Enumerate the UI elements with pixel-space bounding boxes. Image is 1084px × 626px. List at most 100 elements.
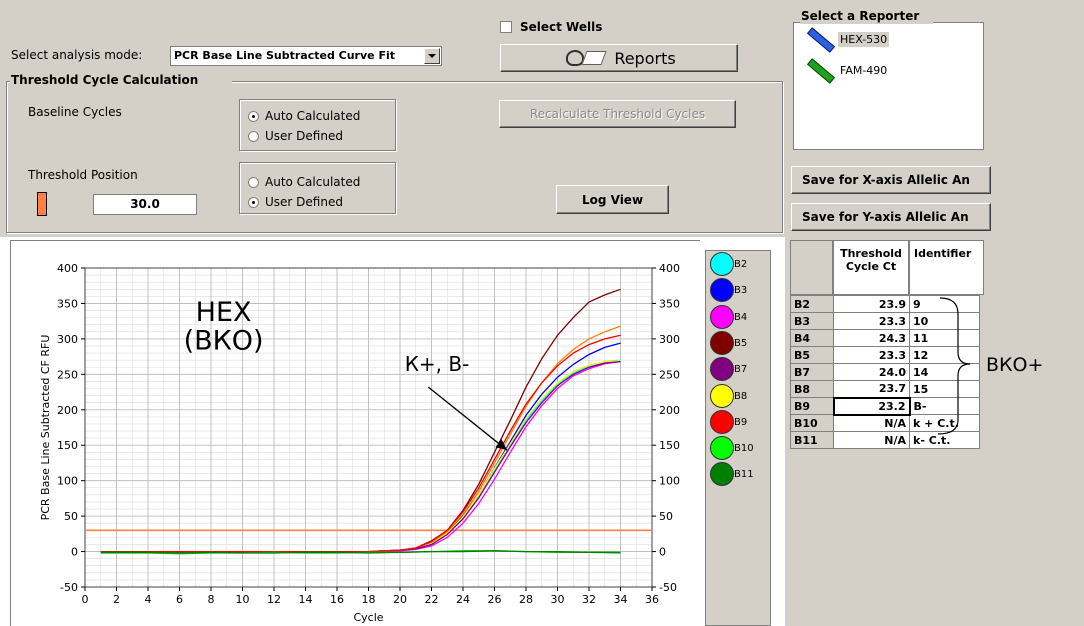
row-well: B3: [790, 312, 834, 330]
well-label: B9: [734, 416, 748, 428]
well-label: B8: [734, 390, 748, 402]
baseline-user-radio[interactable]: User Defined: [248, 129, 343, 143]
y-tick-label-right: 250: [659, 368, 680, 381]
well-label: B11: [734, 469, 754, 481]
row-ct[interactable]: 23.9: [833, 295, 910, 313]
row-ct[interactable]: 23.2: [832, 396, 911, 416]
well-b7-swatch[interactable]: [710, 357, 734, 382]
table-row[interactable]: B5 23.3 12: [790, 346, 980, 364]
dropdown-button[interactable]: [424, 48, 440, 64]
row-identifier[interactable]: k- C.t.: [909, 431, 980, 449]
y-tick-label: -50: [60, 581, 78, 594]
threshold-color-swatch[interactable]: [37, 192, 47, 216]
table-row[interactable]: B11 N/A k- C.t.: [790, 431, 980, 449]
row-identifier[interactable]: k + C.t.: [909, 414, 980, 432]
select-wells-label: Select Wells: [520, 20, 603, 34]
row-identifier[interactable]: 14: [909, 363, 980, 381]
table-row[interactable]: B4 24.3 11: [790, 329, 980, 347]
save-y-axis-button[interactable]: Save for Y-axis Allelic An: [791, 203, 991, 231]
well-b9-swatch[interactable]: [710, 409, 734, 434]
baseline-auto-radio[interactable]: Auto Calculated: [248, 109, 360, 123]
reporter-item-hex[interactable]: HEX-530: [806, 26, 890, 53]
row-well: B8: [790, 380, 834, 398]
log-view-button[interactable]: Log View: [556, 185, 669, 214]
x-tick-label: 0: [82, 593, 89, 606]
table-row[interactable]: B8 23.7 15: [790, 380, 980, 398]
well-b11-swatch[interactable]: [710, 462, 734, 487]
x-tick-label: 20: [393, 593, 407, 606]
series-line-9: [100, 550, 621, 554]
table-row[interactable]: B10 N/A k + C.t.: [790, 414, 980, 432]
threshold-auto-radio[interactable]: Auto Calculated: [248, 175, 360, 189]
annotation-arrow-line: [427, 386, 508, 451]
save-x-axis-button[interactable]: Save for X-axis Allelic An: [791, 166, 991, 194]
y-tick-label-right: 300: [659, 333, 680, 346]
row-well: B7: [790, 363, 834, 381]
threshold-calc-group: [6, 81, 783, 233]
reporter-item-fam[interactable]: FAM-490: [806, 57, 889, 84]
x-tick-label: 10: [236, 593, 250, 606]
well-b8-swatch[interactable]: [710, 383, 734, 408]
radio-label: Auto Calculated: [265, 175, 361, 189]
table-row[interactable]: B3 23.3 10: [790, 312, 980, 330]
x-tick-label: 8: [208, 593, 215, 606]
x-tick-label: 28: [519, 593, 533, 606]
y-tick-label: 0: [71, 546, 78, 559]
radio-label: Auto Calculated: [265, 109, 361, 123]
annotation-vko: (ВКО): [184, 326, 264, 357]
row-identifier[interactable]: 11: [909, 329, 980, 347]
checkbox-box[interactable]: [500, 21, 512, 33]
well-b10-swatch[interactable]: [710, 436, 734, 461]
table-row[interactable]: B7 24.0 14: [790, 363, 980, 381]
threshold-position-label: Threshold Position: [28, 168, 138, 182]
recalculate-button[interactable]: Recalculate Threshold Cycles: [499, 100, 736, 128]
x-tick-label: 4: [145, 593, 152, 606]
row-ct[interactable]: 24.3: [833, 329, 910, 347]
well-label: B4: [734, 311, 748, 323]
analysis-mode-select[interactable]: PCR Base Line Subtracted Curve Fit: [170, 46, 442, 66]
well-b2-swatch[interactable]: [710, 252, 734, 276]
radio-icon[interactable]: [248, 176, 259, 188]
y-tick-label-right: 350: [659, 297, 680, 310]
row-ct[interactable]: N/A: [833, 414, 910, 432]
y-tick-label-right: 400: [659, 262, 680, 275]
row-ct[interactable]: N/A: [833, 431, 910, 449]
radio-icon[interactable]: [248, 110, 259, 122]
x-tick-label: 24: [456, 593, 470, 606]
row-well: B11: [790, 431, 834, 449]
reporter-title-bg: [800, 10, 933, 24]
chevron-down-icon: [428, 54, 436, 58]
y-tick-label: 400: [57, 262, 78, 275]
y-tick-label: 150: [57, 439, 78, 452]
reports-button[interactable]: Reports: [500, 44, 738, 72]
threshold-value-input[interactable]: 30.0: [93, 194, 197, 215]
well-b4-swatch[interactable]: [710, 304, 734, 329]
x-tick-label: 12: [267, 593, 281, 606]
threshold-user-radio[interactable]: User Defined: [248, 195, 343, 209]
row-ct[interactable]: 24.0: [833, 363, 910, 381]
ct-table: B2 23.9 9 B3 23.3 10 B4 24.3 11 B5 23.3 12 B7 24.0 14 B…: [790, 295, 980, 449]
well-label: B5: [734, 337, 748, 349]
series-line-3: [100, 359, 621, 553]
well-label: B7: [734, 364, 748, 376]
ct-table-header-corner: [790, 240, 833, 295]
threshold-calc-title-text: Threshold Cycle Calculation: [11, 73, 199, 87]
row-identifier[interactable]: 9: [909, 295, 980, 313]
table-row[interactable]: B2 23.9 9: [790, 295, 980, 313]
radio-label: User Defined: [265, 129, 343, 143]
well-b5-swatch[interactable]: [710, 330, 734, 355]
x-tick-label: 22: [425, 593, 439, 606]
row-ct[interactable]: 23.3: [833, 312, 910, 330]
radio-icon[interactable]: [248, 130, 259, 142]
y-tick-label-right: -50: [659, 581, 677, 594]
row-identifier[interactable]: 10: [909, 312, 980, 330]
select-wells-checkbox[interactable]: Select Wells: [500, 20, 602, 34]
well-b3-swatch[interactable]: [710, 278, 734, 303]
y-tick-label: 350: [57, 297, 78, 310]
series-line-5: [100, 360, 621, 553]
radio-icon[interactable]: [248, 196, 259, 208]
row-ct[interactable]: 23.3: [833, 346, 910, 364]
table-row[interactable]: B9 23.2 B-: [790, 396, 980, 416]
row-ct[interactable]: 23.7: [833, 380, 910, 398]
